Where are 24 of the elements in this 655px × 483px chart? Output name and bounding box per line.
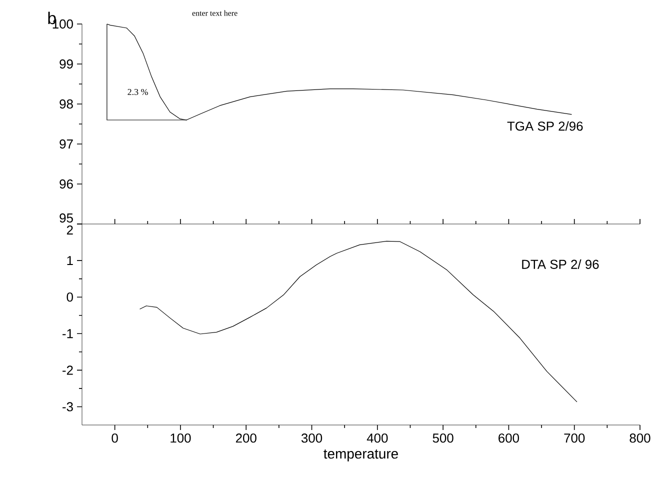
- y-tick-label: 95: [60, 213, 73, 223]
- y-tick-label: 98: [60, 99, 73, 109]
- x-tick-label: 100: [170, 434, 191, 443]
- y-tick-label: 96: [60, 179, 73, 189]
- x-tick-label: 300: [301, 434, 322, 443]
- y-tick-label: 1: [67, 256, 73, 265]
- y-tick-label: 0: [66, 292, 73, 302]
- x-tick-label: 0: [112, 434, 118, 443]
- annotation: 2.3 %: [128, 88, 148, 96]
- x-tick-label: 400: [366, 434, 388, 443]
- x-tick-label: 500: [432, 434, 454, 443]
- x-axis-title: temperature: [324, 450, 398, 462]
- y-tick-label: 97: [60, 139, 73, 149]
- x-tick-label: 800: [630, 434, 650, 443]
- x-tick-label: 700: [564, 434, 585, 443]
- y-tick-label: -3: [62, 402, 73, 412]
- x-tick-label: 200: [236, 434, 256, 443]
- y-tick-label: -1: [62, 329, 73, 338]
- y-tick-label: -2: [62, 366, 73, 375]
- x-tick-label: 600: [498, 434, 520, 443]
- series-label: TGA SP 2/96: [507, 121, 583, 131]
- text: DTA SP 2/ 96: [522, 259, 599, 269]
- y-tick-label: 99: [60, 59, 73, 69]
- y-tick-label: 2: [66, 225, 73, 235]
